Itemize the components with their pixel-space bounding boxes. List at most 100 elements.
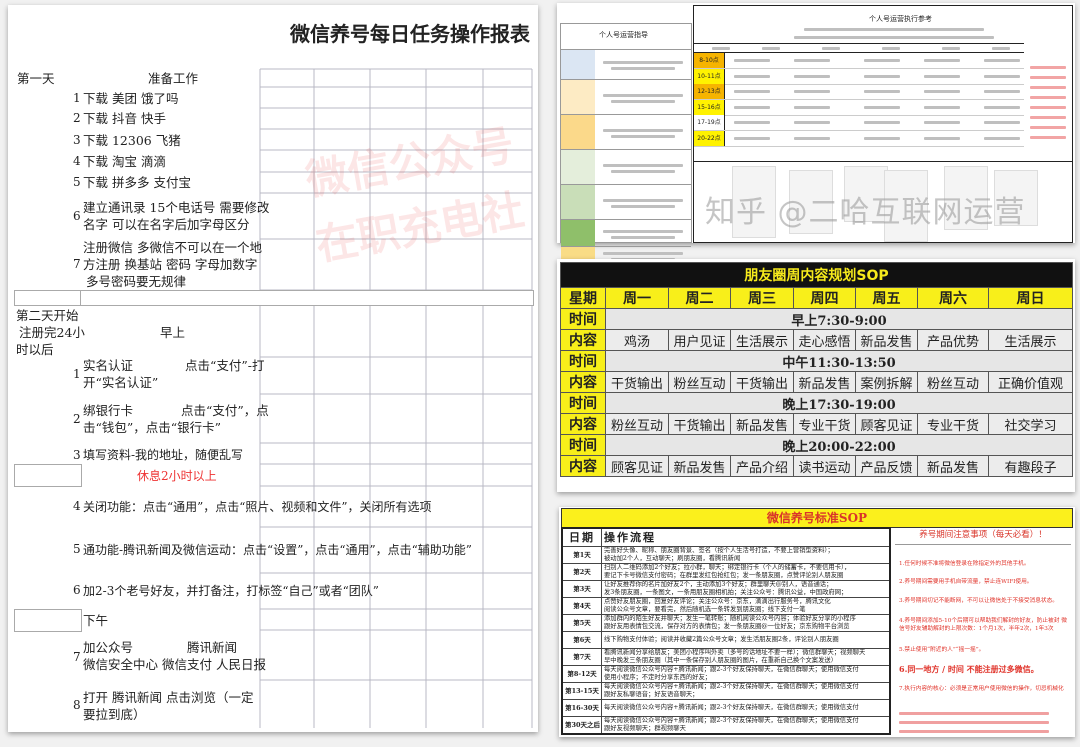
text-placeholder — [712, 47, 730, 50]
day1-item-number: 4 — [73, 154, 81, 168]
red-text-placeholder — [1030, 86, 1066, 89]
sop-flow-line: 每天阅读微信公众号内容+腾讯新闻；跟2-3个好友保持聊天，在微信群聊天；使用微信… — [604, 704, 859, 711]
sop-flow-line: 完善好头像、昵称、朋友圈背景、签名（按个人生活号打造，不要上营销型资料）； — [604, 547, 834, 555]
sop-day: 第2天 — [561, 563, 602, 581]
weekday-header: 周二 — [668, 287, 731, 309]
text-placeholder — [611, 169, 675, 173]
time-slot: 晚上20:00-22:00 — [605, 434, 1073, 456]
note-item: 7.执行内容的核心：必须是正常用户使用微信的操作，切忌机械化 — [899, 686, 1064, 692]
red-text-placeholder — [899, 730, 1049, 733]
sop-flow-line: 让好友推荐你的名片加好友2个，主动添加3个好友；群里聊天@别人，语音通话； — [604, 581, 833, 589]
sop-row: 第30天之后 每天阅读微信公众号内容+腾讯新闻；跟2-3个好友保持聊天，在微信群聊… — [561, 716, 891, 735]
sop-day: 第13-15天 — [561, 682, 602, 700]
sop-day: 第30天之后 — [561, 716, 602, 735]
sop-flow: 看腾讯新闻分享给朋友；美团小程序叫外卖（多号的话地址不要一样）；微信群聊天；视频… — [601, 648, 891, 666]
day1-item-text: 方注册 换基站 密码 字母加数字 — [83, 257, 258, 272]
time-slot-label: 20-22点 — [694, 130, 725, 146]
ops-time-row: 20-22点 — [694, 130, 1024, 147]
separator-row — [14, 290, 534, 306]
content-cell: 新品发售 — [917, 455, 989, 477]
sop-flow: 每天阅读微信公众号内容+腾讯新闻；跟2-3个好友保持聊天，在微信群聊天；使用微信… — [601, 699, 891, 717]
sop-row: 第3天 让好友推荐你的名片加好友2个，主动添加3个好友；群里聊天@别人，语音通话；… — [561, 580, 891, 598]
ops-guide-row — [561, 79, 691, 115]
day1-item-number: 7 — [73, 257, 81, 271]
content-row-label: 内容 — [560, 371, 606, 393]
day2-item-text: 加公众号 — [83, 640, 134, 655]
day2-item-action: 点击“支付”，点 — [181, 403, 269, 418]
note-item: 4.养号期间添加5-10个后期可以帮助我们解封的好友，防止被封 微信号好友辅助解… — [899, 618, 1067, 632]
text-placeholder — [924, 105, 960, 109]
content-cell: 新品发售 — [730, 413, 794, 435]
content-cell: 粉丝互动 — [668, 371, 731, 393]
red-text-placeholder — [1030, 96, 1066, 99]
ops-guide-row-label — [561, 115, 595, 150]
text-placeholder — [924, 90, 960, 93]
sop-flow: 每天阅读微信公众号内容+腾讯新闻；跟2-3个好友保持聊天，在微信群聊天；使用微信… — [601, 665, 891, 683]
text-placeholder — [734, 121, 770, 124]
report-title: 微信养号每日任务操作报表 — [290, 22, 530, 46]
day2-item-text: 填写资料-我的地址，随便乱写 — [83, 448, 244, 462]
sop-flow-line: 跟好友视频聊天；群视频聊天 — [604, 725, 686, 732]
time-row-label: 时间 — [560, 392, 606, 414]
sop-row: 第4天 点赞好友朋友圈，回复好友评论；关注公众号：京东，滴滴出行服务号，腾讯文化阅… — [561, 597, 891, 615]
sop-flow-line: 跟好友私聊语音；好友语音聊天； — [604, 691, 699, 698]
notes-title: 养号期间注意事项（每天必看）！ — [895, 527, 1071, 545]
sop-day: 第1天 — [561, 546, 602, 564]
content-row-label: 内容 — [560, 329, 606, 351]
daily-task-report-document — [8, 5, 538, 732]
red-text-placeholder — [1030, 126, 1066, 129]
time-slot: 晚上17:30-19:00 — [605, 392, 1073, 414]
day2-item-number: 2 — [73, 412, 81, 426]
time-slot-label: 15-16点 — [694, 99, 725, 115]
time-row-label: 时间 — [560, 434, 606, 456]
content-cell: 干货输出 — [668, 413, 731, 435]
day2-item-action: 腾讯新闻 — [187, 640, 238, 655]
sop-flow: 让好友推荐你的名片加好友2个，主动添加3个好友；群里聊天@别人，语音通话； 发3条… — [601, 580, 891, 598]
text-placeholder — [734, 74, 770, 78]
text-placeholder — [864, 136, 900, 140]
time-row-label: 时间 — [560, 308, 606, 330]
content-row-label: 内容 — [560, 413, 606, 435]
sop-flow: 扫别人二维码添加2个好友；拉小群，聊天；绑定银行卡（个人的储蓄卡，不要信用卡），… — [601, 563, 891, 581]
sop-flow-line: 线下购物支付体验；阅读并收藏2篇公众号文章；发生活朋友圈2条，评论别人朋友圈 — [604, 636, 839, 643]
weekly-sop-title: 朋友圈周内容规划SOP — [560, 262, 1073, 288]
content-cell: 顾客见证 — [855, 413, 918, 435]
sop-flow: 每天阅读微信公众号内容+腾讯新闻；跟2-3个好友保持聊天，在微信群聊天；使用微信… — [601, 682, 891, 700]
sop-flow-line: 每天阅读微信公众号内容+腾讯新闻；跟2-3个好友保持聊天，在微信群聊天；使用微信… — [604, 666, 859, 674]
sop-flow-line: 使用小程序；不定时分享东西的好友； — [604, 674, 712, 681]
time-slot-label: 8-10点 — [694, 53, 725, 68]
sop-flow: 完善好头像、昵称、朋友圈背景、签名（按个人生活号打造，不要上营销型资料）； 被动加… — [601, 546, 891, 564]
sop-row: 第1天 完善好头像、昵称、朋友圈背景、签名（按个人生活号打造，不要上营销型资料）；… — [561, 546, 891, 564]
ops-column-header-row — [694, 44, 1024, 53]
ops-time-row: 17-19点 — [694, 115, 1024, 131]
note-item: 5.禁止使用“附近的人”“摇一摇”。 — [899, 647, 985, 653]
text-placeholder — [794, 105, 830, 109]
day2-label-line2: 注册完24小 — [19, 325, 85, 340]
sop-flow-line: 发3条朋友圈，一条图文，一条用朋友圈相机拍；关注公众号：腾讯公益，中国政府网； — [604, 589, 848, 596]
ops-guide-row-label — [561, 50, 595, 80]
sop-flow-line: 点赞好友朋友圈，回复好友评论；关注公众号：京东，滴滴出行服务号，腾讯文化 — [604, 598, 831, 606]
day2-item-number: 7 — [73, 650, 81, 664]
sop-day: 第3天 — [561, 580, 602, 598]
time-slot: 中午11:30-13:50 — [605, 350, 1073, 372]
text-placeholder — [611, 134, 675, 138]
standard-sop-title: 微信养号标准SOP — [561, 508, 1073, 528]
day1-item-text: 下载 12306 飞猪 — [83, 133, 181, 148]
content-cell: 粉丝互动 — [917, 371, 989, 393]
screenshot-thumbnail — [994, 170, 1038, 226]
ops-guide-row — [561, 219, 691, 247]
text-placeholder — [611, 67, 675, 70]
content-cell: 生活展示 — [730, 329, 794, 351]
ops-execution-table: 个人号运营执行参考 8-10点 10-11点 12-13点 15-16点 17-19点 2… — [693, 5, 1073, 243]
afternoon-box — [14, 609, 82, 632]
day2-label-line1: 第二天开始 — [16, 308, 79, 323]
day1-item-text: 下载 抖音 快手 — [83, 111, 166, 126]
ops-time-row: 12-13点 — [694, 84, 1024, 100]
text-placeholder — [603, 229, 683, 233]
content-cell: 读书运动 — [793, 455, 856, 477]
day1-item-text: 多号密码要无规律 — [86, 274, 187, 289]
text-placeholder — [924, 59, 960, 62]
weekly-content-sop-table: 朋友圈周内容规划SOP 星期 周一 周二 周三 周四 周五 周六 周日 时间 早上7:30-9:00… — [560, 262, 1073, 477]
sop-flow-line: 要记下卡号微信支付密码；在群里发红包抢红包；发一条朋友圈，点赞评论别人朋友圈 — [604, 572, 844, 579]
sop-day: 第7天 — [561, 648, 602, 666]
